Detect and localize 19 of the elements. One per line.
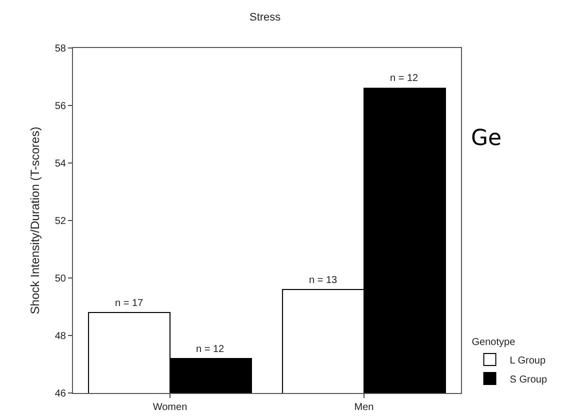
legend-title: Genotype bbox=[472, 337, 516, 348]
y-tick-label: 52 bbox=[54, 216, 66, 227]
legend-label: L Group bbox=[510, 355, 546, 366]
text: Ge bbox=[471, 126, 502, 151]
y-tick-label: 58 bbox=[54, 44, 66, 54]
y-tick-label: 54 bbox=[54, 158, 66, 170]
chart-title: Stress bbox=[249, 11, 282, 24]
y-tick-label: 46 bbox=[54, 388, 66, 400]
x-tick-label: Women bbox=[152, 402, 188, 413]
annotation: n = 17 bbox=[115, 298, 144, 309]
legend-label: S Group bbox=[510, 374, 548, 386]
y-tick-label: 48 bbox=[54, 331, 66, 342]
y-tick-label: 56 bbox=[54, 101, 66, 112]
y-axis-title: Shock Intensity/Duration (T-scores) bbox=[28, 126, 42, 314]
y-tick-label: 50 bbox=[54, 274, 66, 284]
annotation: n = 12 bbox=[196, 344, 225, 355]
x-tick-label: Men bbox=[354, 402, 374, 413]
annotation: n = 12 bbox=[390, 73, 419, 84]
annotation: n = 13 bbox=[309, 275, 338, 286]
